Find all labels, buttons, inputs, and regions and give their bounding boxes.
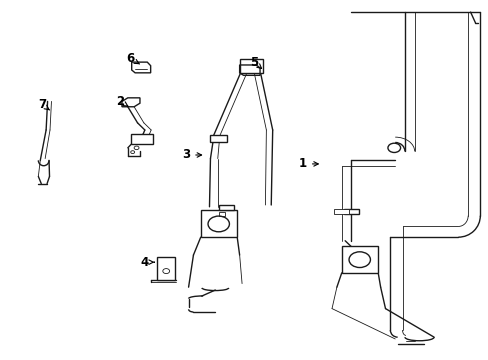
Text: 4: 4 <box>141 256 154 269</box>
Bar <box>239 59 263 73</box>
Bar <box>157 257 175 280</box>
Bar <box>201 210 237 237</box>
Bar <box>341 246 377 273</box>
Text: 7: 7 <box>39 99 49 112</box>
Bar <box>218 212 224 216</box>
Bar <box>210 135 227 143</box>
Text: 3: 3 <box>182 148 201 162</box>
Text: 1: 1 <box>298 157 318 170</box>
Bar <box>334 208 348 214</box>
Text: 6: 6 <box>126 52 139 65</box>
Text: 2: 2 <box>116 95 127 108</box>
Text: 5: 5 <box>249 55 261 69</box>
Bar <box>131 134 153 144</box>
Bar <box>219 205 233 210</box>
Bar <box>344 208 358 214</box>
